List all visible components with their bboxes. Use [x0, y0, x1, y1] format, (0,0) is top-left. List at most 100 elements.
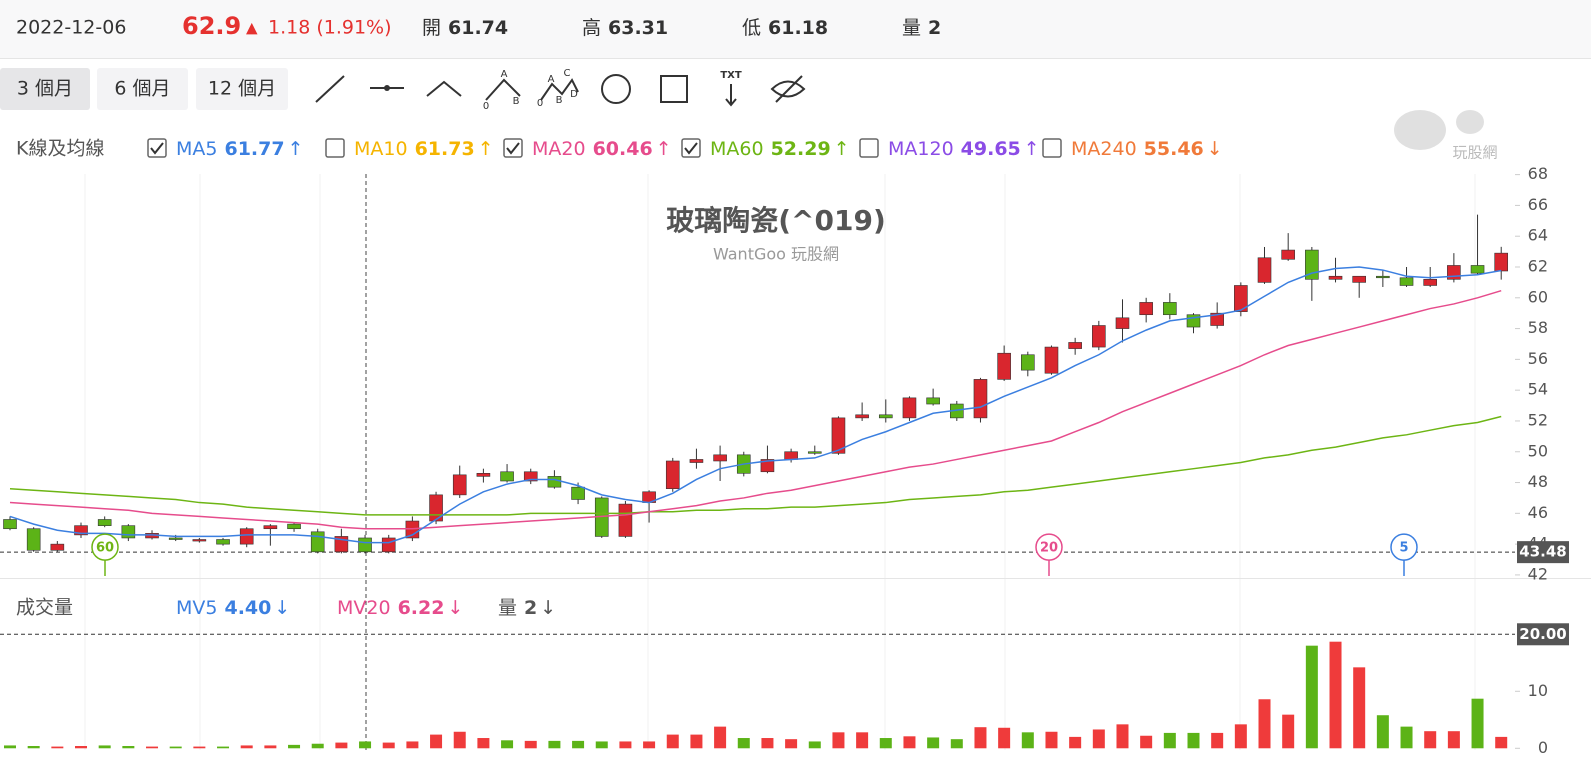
candle-body [500, 471, 514, 482]
checkbox[interactable] [859, 138, 879, 158]
period-label[interactable]: 3 個月 [17, 78, 73, 100]
period-button[interactable] [0, 68, 90, 110]
y-tick-label: 50 [1528, 441, 1548, 460]
volume-bar [524, 740, 537, 749]
ma-value: 61.73 [415, 138, 475, 160]
hline-tool[interactable] [370, 85, 404, 91]
volume-bar [217, 746, 230, 749]
volume-bar [1376, 715, 1389, 749]
ma-legend-item: MA60 52.29 ↑ [710, 138, 850, 160]
draw-tools[interactable] [315, 74, 806, 107]
candle-body [381, 537, 396, 553]
volume-bar [1400, 726, 1413, 749]
candle-body [121, 525, 136, 539]
circle-tool[interactable] [601, 74, 631, 104]
mv-arrow: ↓ [540, 597, 556, 619]
mv-name: MV5 [176, 597, 217, 619]
ma-line [9, 415, 1502, 516]
volume-bar [1424, 731, 1437, 749]
candle-body [1115, 317, 1130, 329]
checkbox[interactable] [1042, 138, 1062, 158]
stat: 低 61.18 [742, 17, 828, 39]
volume-bar [1021, 732, 1034, 749]
ma-legend-item: MA5 61.77 ↑ [176, 138, 304, 160]
volume-bar [4, 745, 16, 749]
volume-title: 成交量 [16, 597, 73, 619]
tool-letter: D [570, 89, 578, 100]
ma-name: MA120 [888, 138, 954, 160]
volume-legend: 量 2 ↓ [498, 597, 556, 619]
volume-bar [335, 742, 348, 749]
volume-bar [1447, 731, 1460, 749]
logo [1394, 110, 1484, 150]
rect-tool[interactable] [660, 75, 688, 103]
candle-body [878, 414, 893, 419]
candle-body [713, 454, 727, 462]
price: 62.9 [182, 12, 241, 40]
angle-tool[interactable] [426, 80, 462, 97]
period-label[interactable]: 6 個月 [114, 78, 170, 100]
candle-body [263, 525, 278, 530]
volume-bar [572, 740, 585, 749]
candle-body [405, 520, 420, 539]
y-tick-label: 68 [1528, 164, 1548, 183]
volume-badge [1517, 623, 1569, 646]
checkbox[interactable] [681, 138, 701, 158]
volume-bar [643, 741, 656, 749]
tool-letter: A [548, 74, 555, 85]
volume-bar [288, 744, 301, 749]
candle-body [807, 451, 822, 454]
ma-arrow: ↑ [834, 138, 850, 160]
marker-label: 5 [1399, 541, 1408, 556]
candle-body [760, 459, 775, 473]
ma-value: 61.77 [224, 138, 284, 160]
volume-bar [1282, 714, 1295, 749]
volume-bar [548, 740, 561, 749]
volume-bar [501, 740, 514, 749]
ma-arrow: ↑ [1024, 138, 1040, 160]
candle-body [571, 486, 585, 500]
ma-value: 55.46 [1144, 138, 1204, 160]
wave2-tool[interactable] [540, 78, 579, 101]
volume-bar [193, 746, 206, 749]
tool-letter: 0 [483, 101, 489, 112]
tool-letter: TXT [720, 70, 742, 81]
period-button[interactable] [97, 68, 188, 110]
change: 1.18 (1.91%) [268, 17, 392, 39]
volume-bar [974, 727, 987, 749]
checkmark [150, 142, 164, 155]
hide-tool[interactable] [770, 75, 806, 103]
candle-body [97, 519, 112, 526]
volume-bar [903, 736, 916, 749]
volume-bar [1116, 724, 1129, 749]
mv-name: MV20 [337, 597, 391, 619]
line-tool[interactable] [315, 75, 345, 103]
ma-name: MA10 [354, 138, 408, 160]
period-label[interactable]: 12 個月 [208, 78, 276, 100]
mv-arrow: ↓ [447, 597, 463, 619]
stat: 開 61.74 [422, 17, 508, 39]
volume-bar [879, 738, 892, 749]
checkbox[interactable] [325, 138, 345, 158]
candle-body [855, 414, 869, 419]
y-tick-label: 60 [1528, 287, 1548, 306]
volume-legend: MV20 6.22 ↓ [337, 597, 463, 619]
stat-value: 61.74 [448, 17, 508, 39]
candle-body [358, 537, 372, 553]
volume-bar [146, 746, 159, 749]
volume-bar [1163, 732, 1176, 749]
candle-body [1399, 277, 1414, 286]
mv-value: 6.22 [398, 597, 445, 619]
wave1-tool[interactable] [485, 78, 521, 101]
volume-bar [1092, 729, 1105, 749]
stat-label: 高 [582, 17, 601, 39]
text-tool[interactable] [725, 84, 737, 107]
candle-body [1021, 354, 1035, 371]
period-button[interactable] [196, 68, 288, 110]
candle-body [902, 397, 917, 419]
candle-body [926, 397, 940, 405]
volume-bar [1140, 735, 1153, 749]
checkbox[interactable] [147, 138, 167, 158]
checkbox[interactable] [503, 138, 523, 158]
candle-body [1328, 275, 1343, 280]
